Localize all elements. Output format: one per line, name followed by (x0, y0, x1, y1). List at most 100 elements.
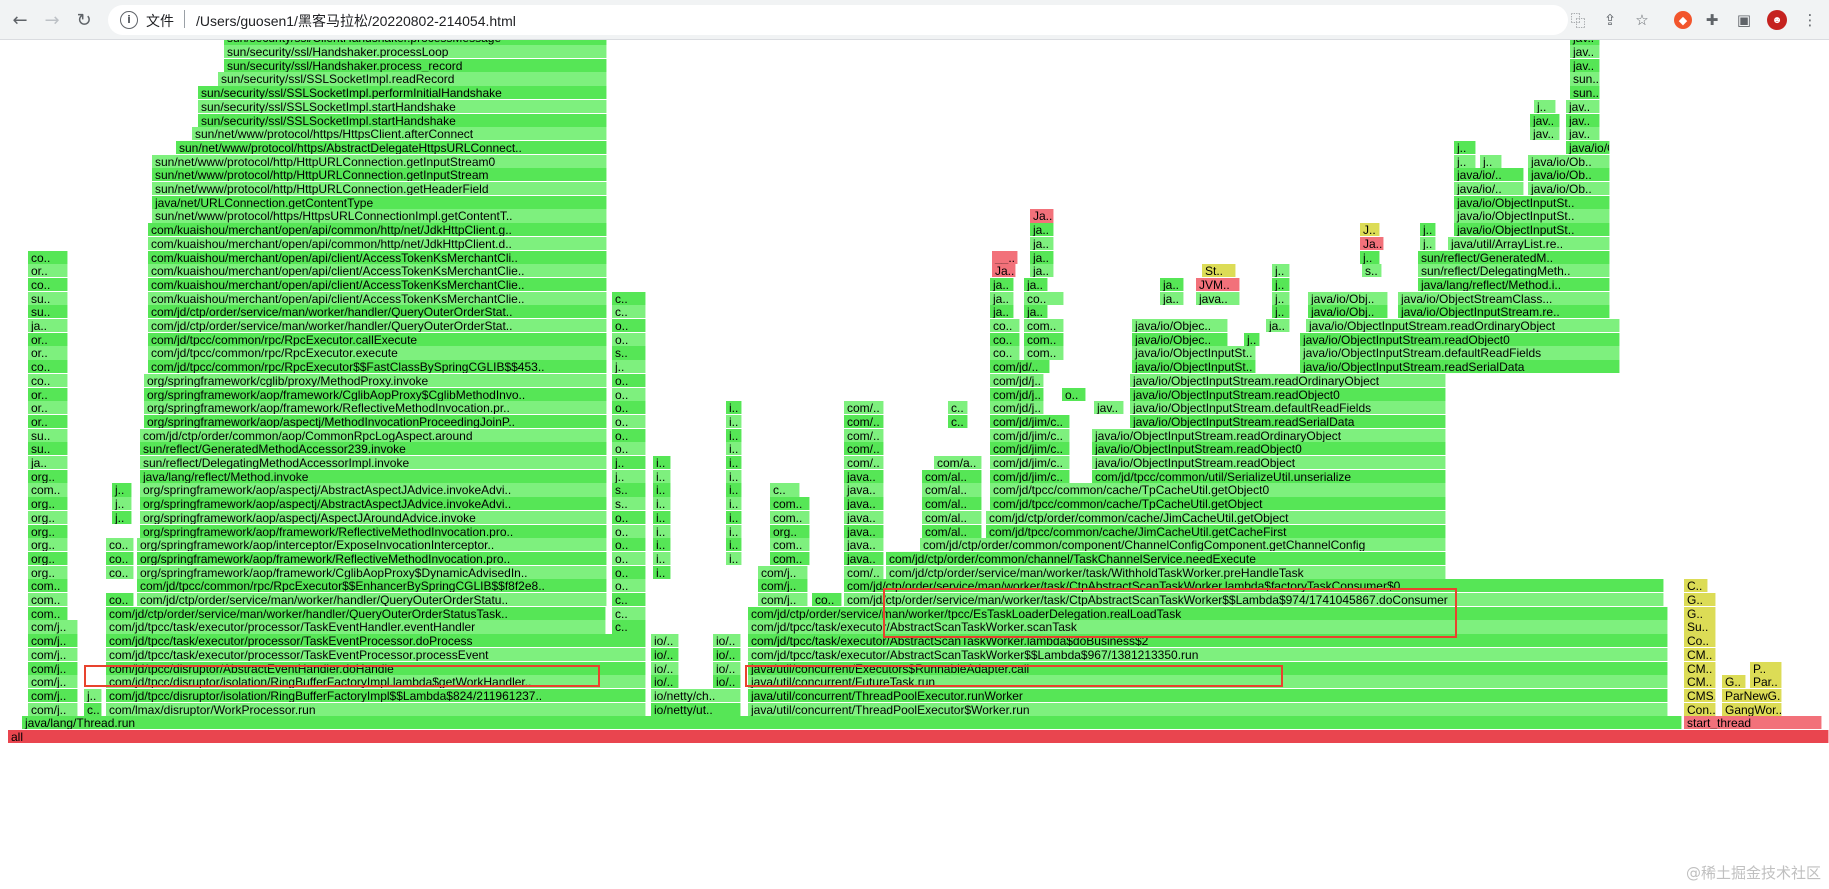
flame-frame[interactable]: i.. (726, 442, 742, 456)
flame-frame[interactable]: c.. (612, 305, 646, 319)
flame-frame[interactable]: C.. (1684, 579, 1708, 593)
flame-frame[interactable]: java/lang/reflect/Method.i.. (1418, 277, 1610, 292)
flame-frame[interactable]: org/springframework/aop/aspectj/AspectJA… (140, 510, 607, 524)
info-icon[interactable]: i (120, 11, 138, 29)
flame-frame[interactable]: com/jd/tpcc/task/executor/AbstractScanTa… (748, 647, 1668, 661)
flame-frame[interactable]: co.. (28, 277, 68, 292)
flame-frame[interactable]: ja.. (990, 305, 1014, 319)
flame-frame[interactable]: sun/net/www/protocol/http/HttpURLConnect… (152, 168, 607, 182)
flame-frame[interactable]: com/jd/.. (990, 360, 1050, 374)
flame-frame[interactable]: j.. (1534, 99, 1556, 113)
flame-frame[interactable]: java/io/ObjectStreamClass... (1398, 291, 1610, 305)
flame-frame[interactable]: i.. (726, 510, 742, 524)
flame-frame[interactable]: P.. (1750, 661, 1782, 675)
flame-frame[interactable]: com/al.. (922, 483, 982, 497)
flame-frame[interactable]: sun/security/ssl/Handshaker.processLoop (224, 45, 607, 59)
flame-frame[interactable]: o.. (612, 332, 646, 346)
flame-frame[interactable]: co.. (990, 319, 1020, 333)
flame-frame[interactable]: com/a.. (934, 456, 982, 470)
flame-frame[interactable]: co.. (1024, 291, 1064, 305)
flame-frame[interactable]: sun/reflect/DelegatingMeth.. (1418, 264, 1610, 278)
flame-frame[interactable]: Co.. (1684, 634, 1716, 648)
flame-frame[interactable]: com/jd/ctp/order/service/man/worker/hand… (148, 305, 607, 319)
flame-frame[interactable]: s.. (612, 483, 646, 497)
flame-frame[interactable]: i.. (726, 401, 742, 415)
flame-frame[interactable]: St.. (1202, 264, 1236, 278)
flame-frame[interactable]: ja.. (1266, 319, 1290, 333)
flame-frame[interactable]: com/jd/ctp/order/service/man/worker/hand… (106, 606, 606, 620)
flame-frame[interactable]: or.. (28, 387, 68, 401)
translate-icon[interactable]: ⿻ (1570, 11, 1586, 30)
flame-frame[interactable]: com/jd/tpcc/task/executor/processor/Task… (106, 620, 606, 634)
flame-frame[interactable]: CMS.. (1684, 688, 1716, 703)
flame-frame[interactable]: com/kuaishou/merchant/open/api/common/ht… (148, 236, 607, 250)
flame-frame[interactable]: i.. (726, 551, 742, 566)
flame-frame[interactable]: org.. (28, 497, 68, 511)
flame-frame[interactable]: sun/reflect/GeneratedM.. (1418, 250, 1610, 264)
flame-frame[interactable]: start_thread (1684, 716, 1822, 730)
flame-frame[interactable]: or.. (28, 414, 68, 429)
flame-frame[interactable]: jav.. (1566, 127, 1600, 141)
flame-frame[interactable]: io/.. (713, 675, 741, 689)
flame-frame[interactable]: jav.. (1570, 45, 1600, 59)
flame-frame[interactable]: G.. (1684, 606, 1716, 620)
flame-frame[interactable]: com/.. (844, 414, 884, 429)
flame-frame[interactable]: java/io/ObjectInputStream.readObject0 (1130, 387, 1446, 401)
flame-frame[interactable]: or.. (28, 264, 68, 278)
flame-frame[interactable]: sun/reflect/GeneratedMethodAccessor239.i… (140, 442, 607, 456)
flame-frame[interactable]: com/jd/tpcc/task/executor/AbstractScanTa… (748, 634, 1668, 648)
flame-frame[interactable]: sun.. (1570, 72, 1600, 86)
flame-frame[interactable]: j.. (1454, 154, 1476, 168)
flame-frame[interactable]: org.. (28, 524, 68, 538)
flame-frame[interactable]: ja.. (1024, 277, 1048, 292)
flame-frame[interactable]: GangWor.. (1722, 702, 1782, 716)
flame-frame[interactable]: o.. (612, 387, 646, 401)
flame-frame[interactable]: org/springframework/aop/framework/Reflec… (144, 401, 607, 415)
flame-frame[interactable]: com/jd/tpcc/disruptor/isolation/RingBuff… (106, 688, 646, 703)
flame-frame[interactable]: org.. (770, 524, 810, 538)
flame-frame[interactable]: c.. (84, 702, 102, 716)
flame-frame[interactable]: __.. (992, 250, 1018, 264)
flame-frame[interactable]: com/al.. (922, 469, 982, 483)
flame-frame[interactable]: com/.. (844, 565, 884, 579)
flame-frame[interactable]: i.. (653, 483, 671, 497)
flame-frame[interactable]: i.. (726, 538, 742, 552)
flame-frame[interactable]: ja.. (1030, 250, 1054, 264)
flame-frame[interactable]: org.. (28, 551, 68, 566)
flame-frame[interactable]: org.. (28, 565, 68, 579)
flame-frame[interactable]: j.. (1454, 140, 1476, 155)
flame-frame[interactable]: j.. (612, 360, 646, 374)
flame-frame[interactable]: com/kuaishou/merchant/open/api/client/Ac… (148, 250, 607, 264)
flame-frame[interactable]: com/j.. (28, 634, 78, 648)
flame-frame[interactable]: j.. (112, 483, 132, 497)
extensions-puzzle-icon[interactable]: ✚ (1705, 11, 1719, 29)
flame-frame[interactable]: su.. (28, 291, 68, 305)
flame-frame[interactable]: j.. (1360, 250, 1380, 264)
flame-frame[interactable]: com/jd/tpcc/common/cache/TpCacheUtil.get… (990, 483, 1446, 497)
flame-frame[interactable]: i.. (726, 456, 742, 470)
flame-frame[interactable]: io/.. (651, 647, 679, 661)
flame-frame[interactable]: com.. (1024, 332, 1064, 346)
flame-frame[interactable]: all (8, 730, 1829, 744)
flame-frame[interactable]: jav.. (1566, 99, 1600, 113)
flame-frame[interactable]: sun/security/ssl/Handshaker.process_reco… (224, 58, 607, 72)
flame-frame[interactable]: o.. (612, 373, 646, 387)
flame-frame[interactable]: co.. (990, 332, 1020, 346)
flame-frame[interactable]: com/jd/tpcc/common/rpc/RpcExecutor$$Enha… (137, 579, 607, 593)
flame-frame[interactable]: java/io/Ob.. (1528, 168, 1610, 182)
flame-frame[interactable]: java/io/O.. (1566, 140, 1610, 155)
flame-frame[interactable]: java/io/ObjectInputStream.readSerialData (1300, 360, 1620, 374)
flame-frame[interactable]: java/io/.. (1454, 168, 1524, 182)
flame-frame[interactable]: com.. (28, 579, 68, 593)
flame-frame[interactable]: com/kuaishou/merchant/open/api/client/Ac… (148, 264, 607, 278)
flame-frame[interactable]: com/.. (844, 428, 884, 442)
flame-frame[interactable]: su.. (28, 305, 68, 319)
flame-frame[interactable]: com/j.. (28, 675, 78, 689)
flame-frame[interactable]: java/io/ObjectInputStream.readOrdinaryOb… (1130, 373, 1446, 387)
flame-frame[interactable]: com/jd/tpcc/task/executor/AbstractScanTa… (748, 620, 1668, 634)
flame-frame[interactable]: java/util/ArrayList.re.. (1448, 236, 1610, 250)
flame-frame[interactable]: co.. (812, 593, 842, 607)
flame-frame[interactable]: Ja.. (1030, 209, 1054, 223)
flame-frame[interactable]: com/.. (844, 442, 884, 456)
flame-frame[interactable]: org/springframework/aop/framework/Reflec… (140, 524, 607, 538)
